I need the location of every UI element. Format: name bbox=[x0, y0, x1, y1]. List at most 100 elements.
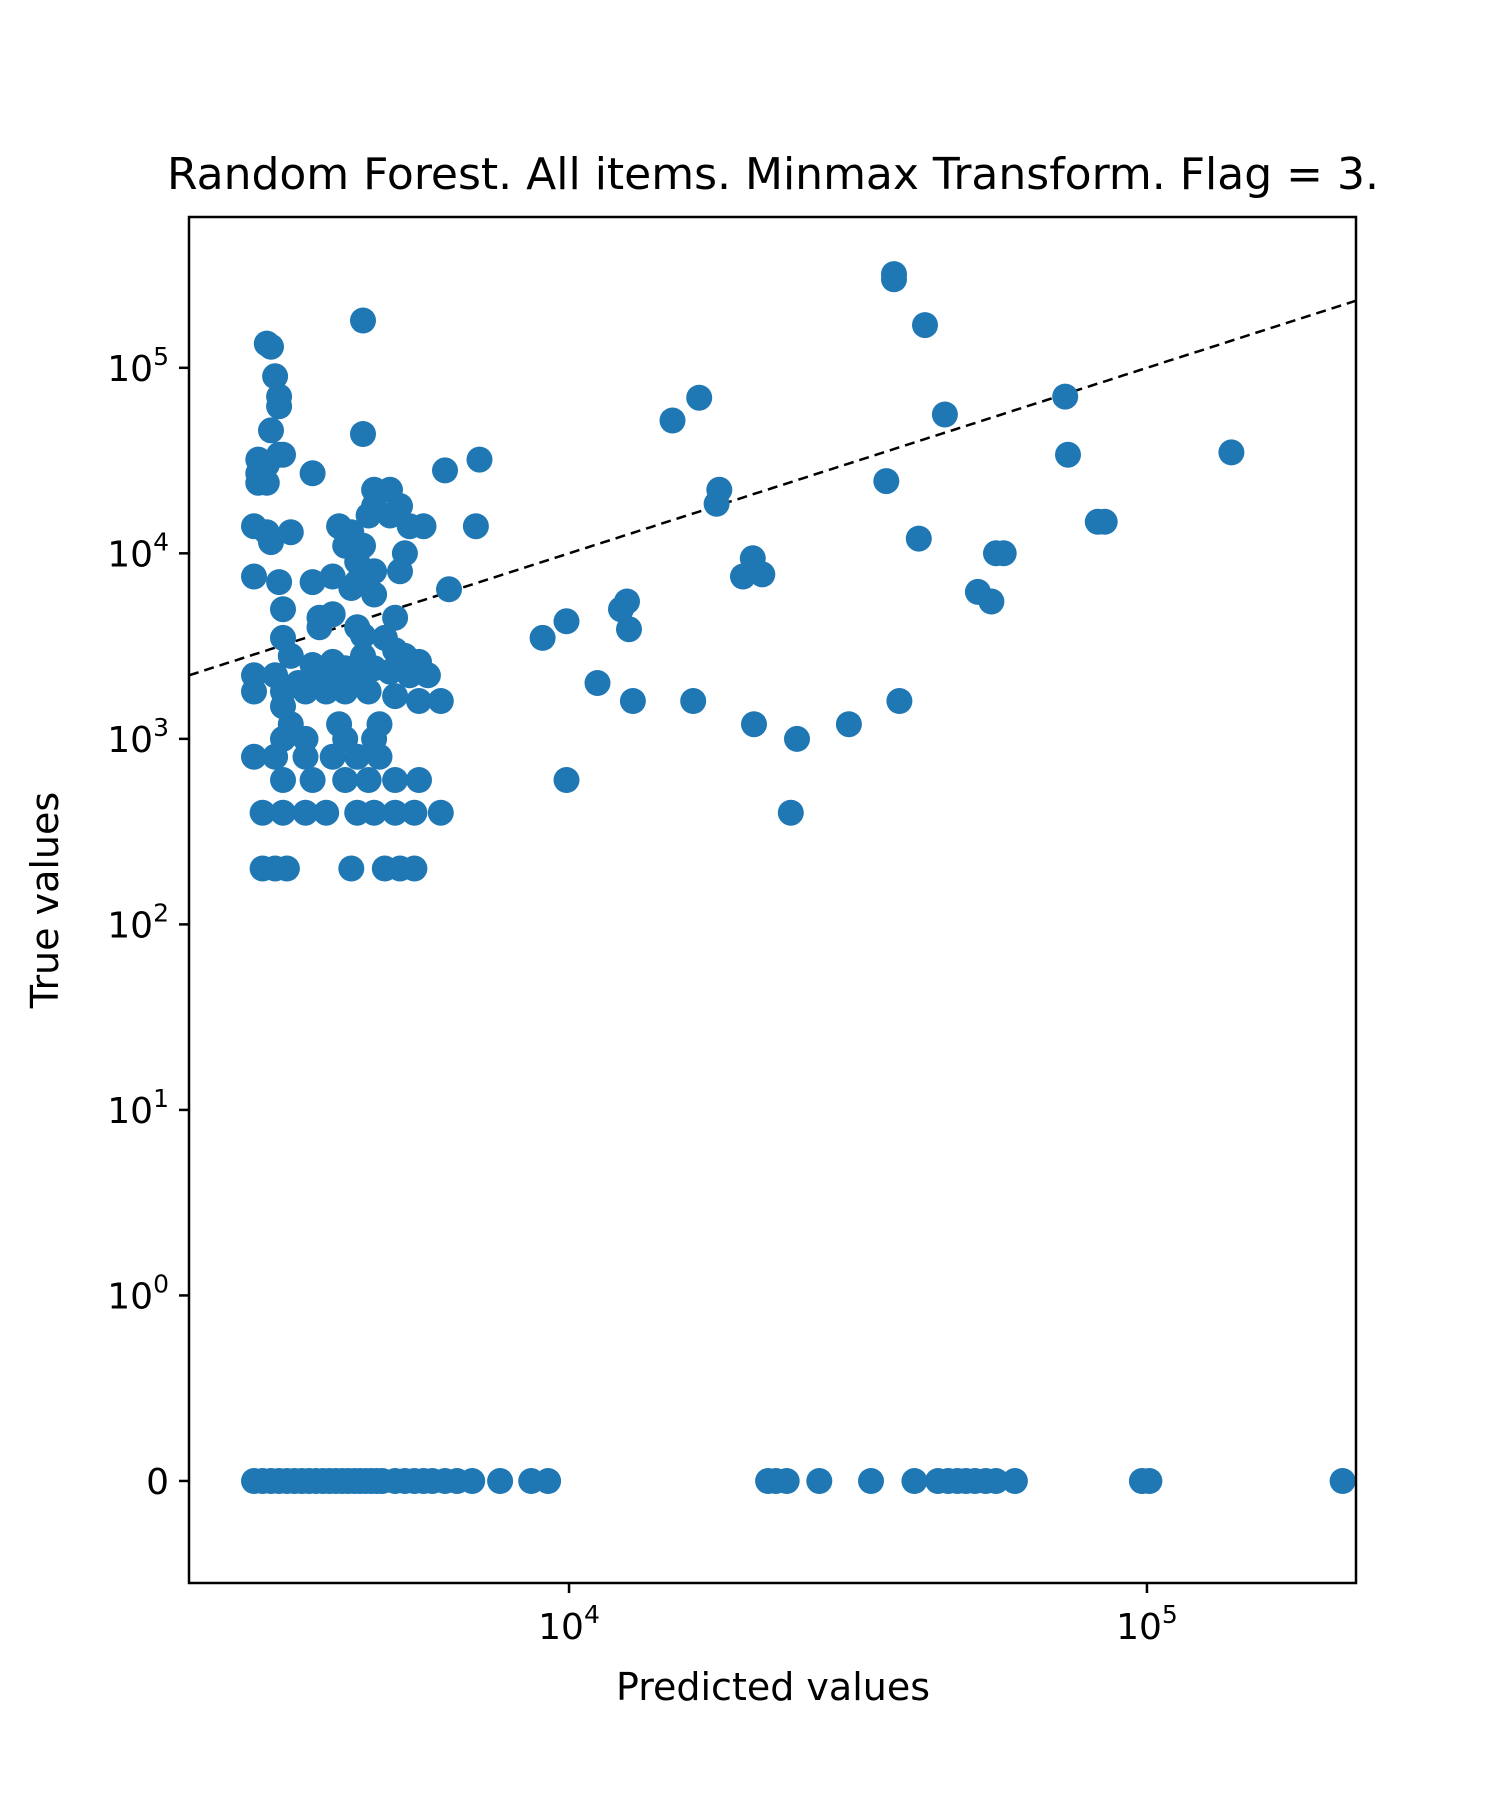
scatter-point bbox=[355, 502, 382, 529]
chart-title: Random Forest. All items. Minmax Transfo… bbox=[167, 149, 1379, 200]
scatter-point bbox=[355, 767, 382, 793]
scatter-point bbox=[377, 658, 403, 685]
scatter-point bbox=[306, 614, 333, 641]
scatter-point bbox=[277, 519, 304, 546]
scatter-point bbox=[1001, 1468, 1028, 1494]
scatter-point bbox=[338, 575, 365, 601]
scatter-point bbox=[584, 670, 611, 696]
scatter-point bbox=[382, 683, 409, 710]
scatter-point bbox=[529, 624, 556, 651]
identity-reference-line bbox=[188, 299, 1357, 677]
scatter-point bbox=[313, 799, 340, 826]
scatter-point bbox=[299, 767, 326, 793]
scatter-point bbox=[350, 421, 376, 447]
scatter-point bbox=[873, 468, 900, 495]
scatter-point bbox=[292, 799, 319, 826]
scatter-point bbox=[387, 558, 413, 585]
scatter-point bbox=[881, 261, 907, 288]
scatter-point bbox=[614, 588, 640, 615]
scatter-point bbox=[1052, 383, 1079, 410]
scatter-point bbox=[1136, 1468, 1163, 1494]
y-axis-label: True values bbox=[23, 792, 67, 1009]
scatter-point bbox=[931, 401, 958, 428]
scatter-point bbox=[432, 457, 458, 484]
scatter-point bbox=[277, 642, 304, 669]
scatter-point bbox=[619, 688, 646, 714]
scatter-point bbox=[319, 563, 346, 590]
y-tick-label: 100 bbox=[107, 1269, 169, 1317]
scatter-point bbox=[401, 799, 428, 826]
scatter-point bbox=[382, 799, 409, 826]
scatter-point bbox=[680, 688, 707, 714]
scatter-point bbox=[912, 312, 938, 339]
scatter-point bbox=[806, 1468, 833, 1494]
scatter-point bbox=[241, 678, 267, 705]
scatter-point bbox=[427, 688, 454, 714]
scatter-point bbox=[886, 688, 913, 714]
scatter-point bbox=[406, 767, 432, 793]
data-points bbox=[241, 261, 1356, 1494]
scatter-point bbox=[299, 569, 326, 596]
scatter-point bbox=[270, 596, 296, 623]
scatter-point bbox=[253, 469, 280, 496]
scatter-point bbox=[266, 569, 293, 596]
scatter-point bbox=[299, 460, 326, 487]
scatter-point bbox=[1218, 439, 1245, 466]
scatter-point bbox=[858, 1468, 884, 1494]
scatter-point bbox=[396, 662, 423, 689]
scatter-point bbox=[270, 799, 296, 826]
scatter-point bbox=[1091, 508, 1118, 535]
scatter-point bbox=[659, 407, 686, 434]
scatter-point bbox=[990, 540, 1017, 567]
scatter-point bbox=[332, 678, 359, 705]
scatter-point bbox=[741, 711, 767, 738]
scatter-point bbox=[241, 743, 267, 770]
scatter-point bbox=[292, 743, 319, 770]
scatter-point bbox=[361, 799, 388, 826]
scatter-point bbox=[436, 576, 462, 603]
scatter-point bbox=[292, 678, 319, 705]
scatter-point bbox=[730, 563, 756, 590]
scatter-point bbox=[535, 1468, 562, 1494]
scatter-point bbox=[1055, 441, 1081, 468]
scatter-point bbox=[382, 604, 409, 631]
x-tick-label: 105 bbox=[1116, 1600, 1178, 1648]
scatter-point bbox=[978, 588, 1005, 615]
scatter-point bbox=[410, 513, 437, 540]
scatter-point bbox=[266, 393, 293, 420]
scatter-point bbox=[401, 855, 428, 882]
scatter-point bbox=[319, 743, 346, 770]
scatter-point bbox=[361, 558, 388, 585]
reference-line-layer bbox=[188, 299, 1357, 677]
scatter-point bbox=[313, 678, 340, 705]
scatter-point bbox=[377, 502, 403, 529]
scatter-point bbox=[382, 767, 409, 793]
scatter-point bbox=[350, 307, 376, 334]
scatter-point bbox=[350, 622, 376, 649]
scatter-point bbox=[487, 1468, 514, 1494]
scatter-point bbox=[406, 688, 432, 714]
scatter-point bbox=[332, 767, 359, 793]
scatter-point bbox=[1329, 1468, 1356, 1494]
scatter-point bbox=[616, 616, 642, 643]
scatter-point bbox=[366, 743, 393, 770]
scatter-point bbox=[459, 1468, 486, 1494]
scatter-point bbox=[686, 384, 713, 411]
scatter-point bbox=[414, 662, 441, 689]
scatter-point bbox=[466, 446, 493, 473]
scatter-point bbox=[344, 743, 371, 770]
scatter-point bbox=[241, 563, 267, 590]
scatter-point bbox=[427, 799, 454, 826]
scatter-point bbox=[273, 855, 300, 882]
scatter-point bbox=[262, 743, 289, 770]
scatter-point bbox=[553, 767, 580, 793]
scatter-point bbox=[901, 1468, 928, 1494]
scatter-point bbox=[462, 513, 489, 540]
scatter-point bbox=[983, 1468, 1009, 1494]
scatter-point bbox=[784, 725, 810, 752]
scatter-point bbox=[777, 799, 804, 826]
scatter-point bbox=[338, 855, 365, 882]
scatter-point bbox=[553, 608, 580, 635]
